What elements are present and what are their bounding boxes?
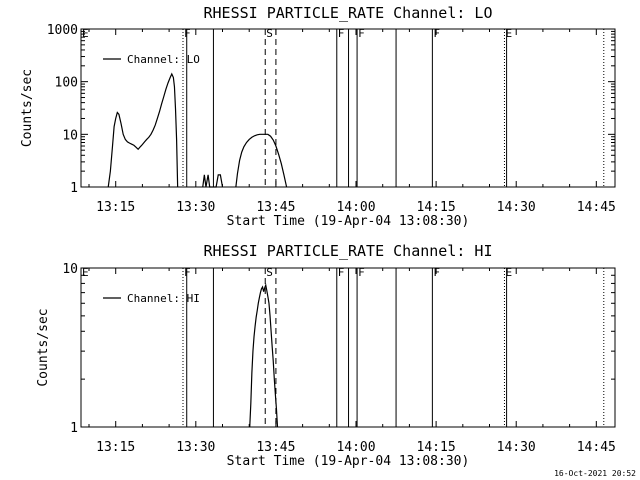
event-marker-label: S	[266, 266, 273, 279]
x-axis-label: Start Time (19-Apr-04 13:08:30)	[227, 214, 470, 229]
y-tick-label: 10	[62, 262, 78, 277]
y-axis-label: Counts/sec	[36, 308, 51, 386]
y-tick-label: 1	[70, 181, 78, 196]
x-tick-label: 14:30	[497, 200, 536, 215]
legend-label: Channel: LO	[127, 53, 200, 66]
event-marker-label: F	[338, 266, 345, 279]
event-marker-label: E	[82, 27, 89, 40]
event-marker-label: S	[266, 27, 273, 40]
x-tick-label: 14:30	[497, 440, 536, 455]
x-tick-label: 13:45	[256, 440, 295, 455]
event-marker-label: F	[338, 27, 345, 40]
y-tick-label: 1000	[47, 23, 78, 38]
timestamp-label: 16-Oct-2021 20:52	[554, 469, 636, 478]
y-tick-label: 10	[62, 128, 78, 143]
series-line	[202, 174, 224, 188]
x-tick-label: 13:30	[176, 200, 215, 215]
y-tick-label: 1	[70, 421, 78, 436]
y-axis-label: Counts/sec	[20, 69, 35, 147]
plot-frame	[80, 267, 616, 428]
event-marker-label: F	[358, 27, 365, 40]
series-line	[235, 133, 288, 188]
plot-frame	[80, 28, 616, 188]
y-tick-label: 100	[55, 76, 78, 91]
legend-label: Channel: HI	[127, 292, 200, 305]
event-marker-label: E	[82, 266, 89, 279]
x-tick-label: 14:45	[577, 440, 616, 455]
event-marker-label: F	[433, 266, 440, 279]
chart-title: RHESSI PARTICLE_RATE Channel: LO	[204, 4, 493, 22]
x-tick-label: 14:15	[417, 440, 456, 455]
x-tick-label: 13:45	[256, 200, 295, 215]
x-tick-label: 14:00	[336, 200, 375, 215]
x-tick-label: 14:15	[417, 200, 456, 215]
event-marker-label: F	[433, 27, 440, 40]
event-marker-label: F	[184, 266, 191, 279]
chart-title: RHESSI PARTICLE_RATE Channel: HI	[204, 242, 493, 260]
series-line	[249, 283, 279, 428]
x-axis-label: Start Time (19-Apr-04 13:08:30)	[227, 454, 470, 469]
x-tick-label: 14:00	[336, 440, 375, 455]
series-line	[107, 72, 179, 188]
x-tick-label: 13:30	[176, 440, 215, 455]
event-marker-label: E	[505, 266, 512, 279]
hi-channel-panel: RHESSI PARTICLE_RATE Channel: HI 13:15 13:…	[36, 242, 616, 469]
x-tick-label: 14:45	[577, 200, 616, 215]
event-marker-label: F	[358, 266, 365, 279]
event-marker-label: F	[184, 27, 191, 40]
x-tick-label: 13:15	[96, 200, 135, 215]
lo-channel-panel: RHESSI PARTICLE_RATE Channel: LO 13:15 13:…	[20, 4, 616, 229]
event-marker-label: E	[505, 27, 512, 40]
x-tick-label: 13:15	[96, 440, 135, 455]
